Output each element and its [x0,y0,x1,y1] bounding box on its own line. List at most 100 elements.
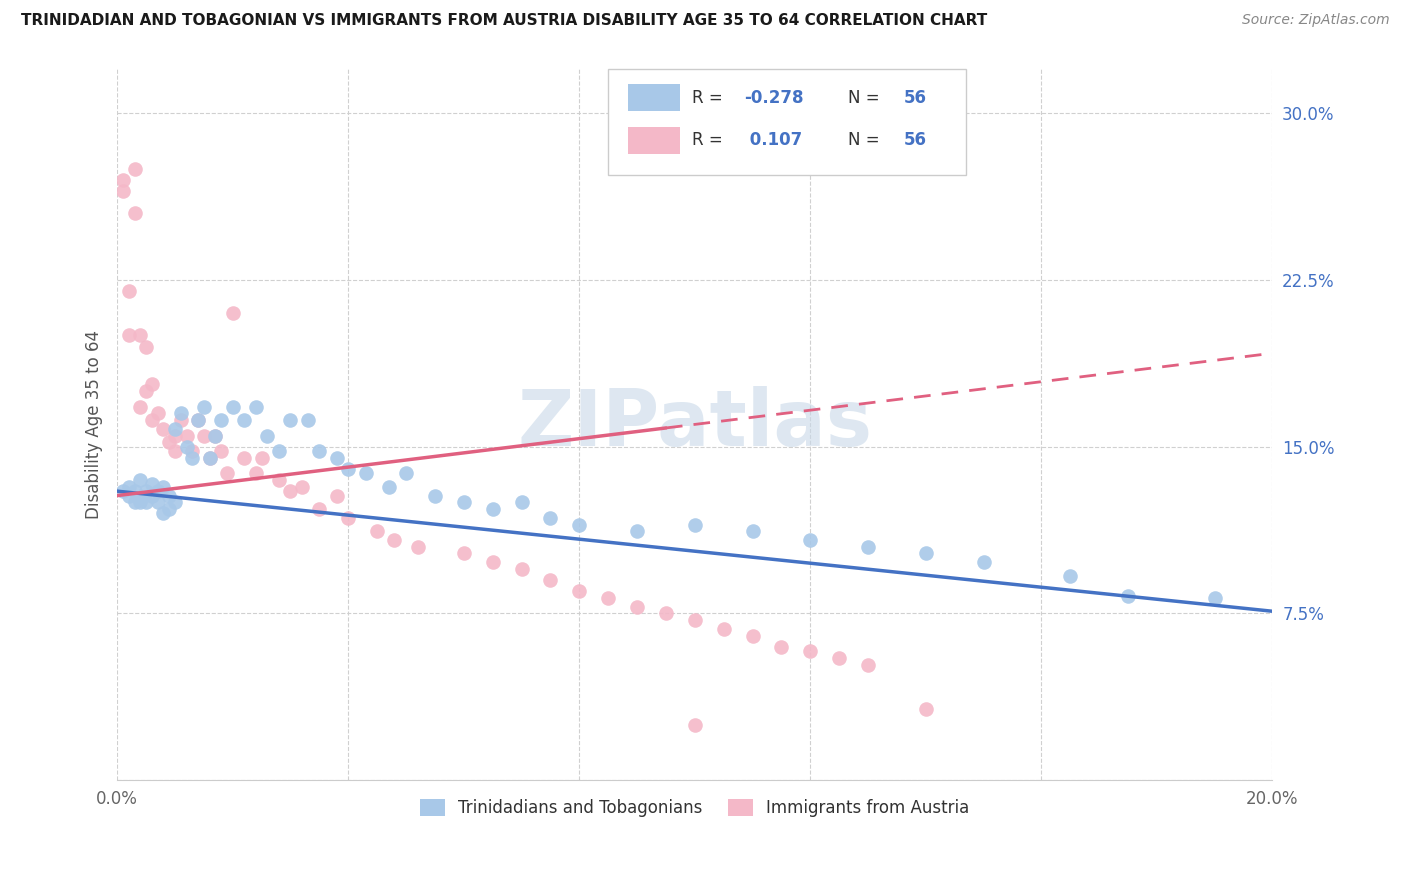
Point [337,462,360,476]
Point [799,644,821,658]
Point [453,546,475,560]
Text: N =: N = [848,88,886,107]
Point [170,413,193,427]
Point [157,502,180,516]
Point [250,450,273,465]
Point [111,484,134,499]
Point [163,422,186,436]
Point [135,495,157,509]
Point [914,546,936,560]
Point [914,702,936,716]
Point [170,406,193,420]
Point [193,428,215,442]
Point [395,467,418,481]
Point [267,473,290,487]
Point [626,599,648,614]
Point [209,413,232,427]
Point [146,495,169,509]
Point [626,524,648,538]
Point [1116,589,1139,603]
Text: TRINIDADIAN AND TOBAGONIAN VS IMMIGRANTS FROM AUSTRIA DISABILITY AGE 35 TO 64 CO: TRINIDADIAN AND TOBAGONIAN VS IMMIGRANTS… [21,13,987,29]
Point [308,502,330,516]
Point [325,489,347,503]
Point [129,473,152,487]
Point [377,480,399,494]
Point [280,484,302,499]
Point [1204,591,1226,605]
Text: 0.107: 0.107 [744,131,803,149]
Point [111,172,134,186]
Point [354,467,377,481]
Point [538,573,561,587]
Text: 56: 56 [904,88,927,107]
Point [308,444,330,458]
Point [538,511,561,525]
Point [233,413,256,427]
Point [163,428,186,442]
FancyBboxPatch shape [628,127,679,154]
Point [481,502,503,516]
Point [135,384,157,398]
Point [129,400,152,414]
FancyBboxPatch shape [609,69,966,176]
Point [245,400,267,414]
Text: R =: R = [693,88,728,107]
Y-axis label: Disability Age 35 to 64: Disability Age 35 to 64 [86,330,103,519]
Point [683,613,706,627]
Point [176,440,198,454]
Point [233,450,256,465]
Point [481,555,503,569]
Point [118,480,141,494]
Point [141,489,163,503]
Point [856,540,879,554]
Text: Source: ZipAtlas.com: Source: ZipAtlas.com [1241,13,1389,28]
Text: ZIPatlas: ZIPatlas [517,386,872,462]
Point [187,413,209,427]
Point [222,306,245,320]
Text: -0.278: -0.278 [744,88,804,107]
Point [337,511,360,525]
Point [453,495,475,509]
Point [655,607,678,621]
Point [135,484,157,499]
Point [152,507,174,521]
Point [181,444,204,458]
Point [598,591,620,605]
Point [135,340,157,354]
Point [856,657,879,672]
Point [297,413,319,427]
Point [141,377,163,392]
Point [568,517,591,532]
Point [291,480,314,494]
Point [157,489,180,503]
Point [568,584,591,599]
Point [1059,568,1081,582]
Point [406,540,429,554]
Point [187,413,209,427]
Point [124,206,146,220]
Point [124,484,146,499]
Point [163,495,186,509]
Point [245,467,267,481]
Point [181,450,204,465]
Point [204,428,226,442]
Point [129,328,152,343]
Point [118,328,141,343]
Point [325,450,347,465]
Point [215,467,238,481]
Point [683,517,706,532]
Point [741,629,763,643]
Point [198,450,221,465]
Point [111,184,134,198]
Point [198,450,221,465]
Point [152,480,174,494]
Point [124,495,146,509]
Point [510,495,533,509]
Point [267,444,290,458]
Point [510,562,533,576]
FancyBboxPatch shape [628,84,679,112]
Point [146,406,169,420]
Point [280,413,302,427]
Point [384,533,406,547]
Point [163,444,186,458]
